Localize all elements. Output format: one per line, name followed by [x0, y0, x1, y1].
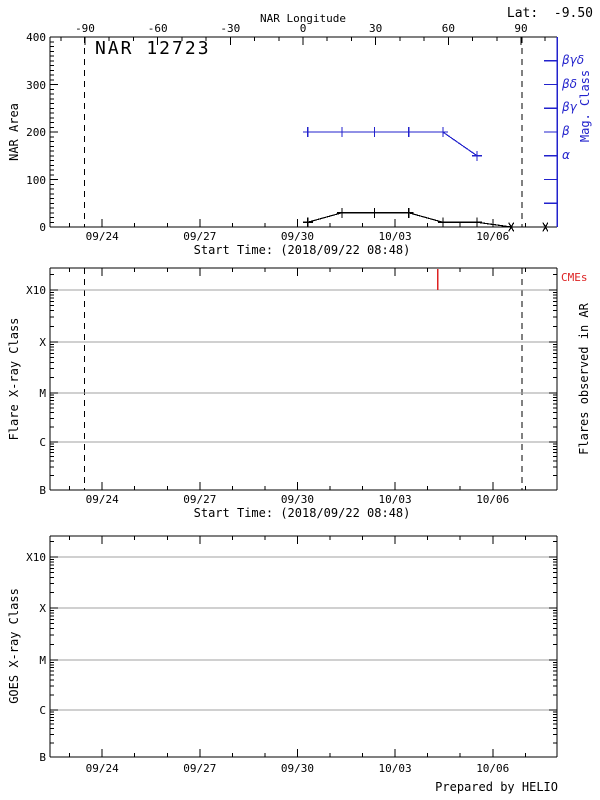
marker-star: [508, 222, 515, 232]
flares-observed-axis-label: Flares observed in AR: [577, 303, 591, 455]
longitude-tick-label: 60: [441, 22, 455, 35]
mag-class-tick-label: βγ: [562, 100, 577, 115]
class-tick-label-flare: M: [39, 387, 46, 400]
class-tick-label-goes: X: [39, 602, 46, 615]
latitude-label: Lat: -9.50: [506, 6, 593, 21]
x-tick-label-panel3: 10/03: [378, 762, 412, 775]
x-tick-label-panel1: 09/24: [85, 230, 119, 243]
x-tick-label-panel2: 09/27: [183, 493, 217, 506]
nar-area-axis-label: NAR Area: [7, 103, 21, 161]
x-tick-label-panel3: 09/30: [280, 762, 315, 775]
mag-class-tick-label: β: [562, 124, 570, 138]
cmes-label: CMEs: [561, 271, 588, 284]
x-tick-label-panel1: 09/30: [280, 230, 315, 243]
nar-area-tick-label: 200: [26, 126, 46, 139]
x-tick-label-panel1: 10/03: [378, 230, 412, 243]
x-tick-label-panel3: 09/27: [183, 762, 217, 775]
nar-area-tick-label: 0: [39, 221, 46, 234]
mag-class-tick-label: βγδ: [562, 52, 585, 67]
longitude-tick-label: -30: [220, 22, 241, 35]
x-tick-label-panel2: 09/30: [280, 493, 315, 506]
series-nar-area-line: [307, 212, 546, 228]
longitude-tick-label: -90: [75, 22, 95, 35]
longitude-tick-label: 0: [299, 22, 307, 35]
class-tick-label-flare: X10: [26, 284, 46, 297]
goes-xray-axis-label: GOES X-ray Class: [7, 588, 21, 704]
marker-star: [542, 222, 549, 232]
x-tick-label-panel3: 10/06: [476, 762, 510, 775]
class-tick-label-goes: M: [39, 654, 46, 667]
x-tick-label-panel1: 09/27: [183, 230, 217, 243]
x-tick-label-panel3: 09/24: [85, 762, 119, 775]
class-tick-label-flare: C: [39, 436, 46, 449]
mag-class-tick-label: βδ: [562, 76, 577, 91]
class-tick-label-goes: B: [39, 751, 46, 764]
longitude-tick-label: -60: [147, 22, 168, 35]
start-time-label-panel1: Start Time: (2018/09/22 08:48): [193, 243, 411, 257]
mag-class-tick-label: α: [562, 147, 570, 162]
class-tick-label-goes: C: [39, 704, 46, 717]
credit-label: Prepared by HELIO: [435, 780, 558, 794]
class-tick-label-goes: X10: [26, 551, 46, 564]
nar-area-tick-label: 100: [26, 173, 46, 187]
x-tick-label-panel2: 09/24: [85, 493, 119, 506]
nar-area-tick-label: 300: [26, 78, 46, 92]
x-tick-label-panel2: 10/06: [476, 493, 510, 506]
x-tick-label-panel1: 10/06: [476, 230, 510, 243]
flare-xray-axis-label: Flare X-ray Class: [7, 317, 21, 441]
longitude-tick-label: 90: [514, 22, 528, 35]
class-tick-label-flare: X: [39, 336, 46, 349]
nar-longitude-axis-title: NAR Longitude: [259, 12, 347, 25]
longitude-tick-label: 30: [369, 22, 383, 35]
series-mag-class-line: [307, 131, 478, 157]
active-region-title: NAR 12723: [95, 38, 211, 59]
nar-area-tick-label: 400: [26, 31, 46, 44]
x-tick-label-panel2: 10/03: [378, 493, 412, 506]
start-time-label-panel2: Start Time: (2018/09/22 08:48): [193, 506, 411, 520]
mag-class-axis-label: Mag. Class: [578, 69, 592, 143]
class-tick-label-flare: B: [39, 484, 46, 497]
